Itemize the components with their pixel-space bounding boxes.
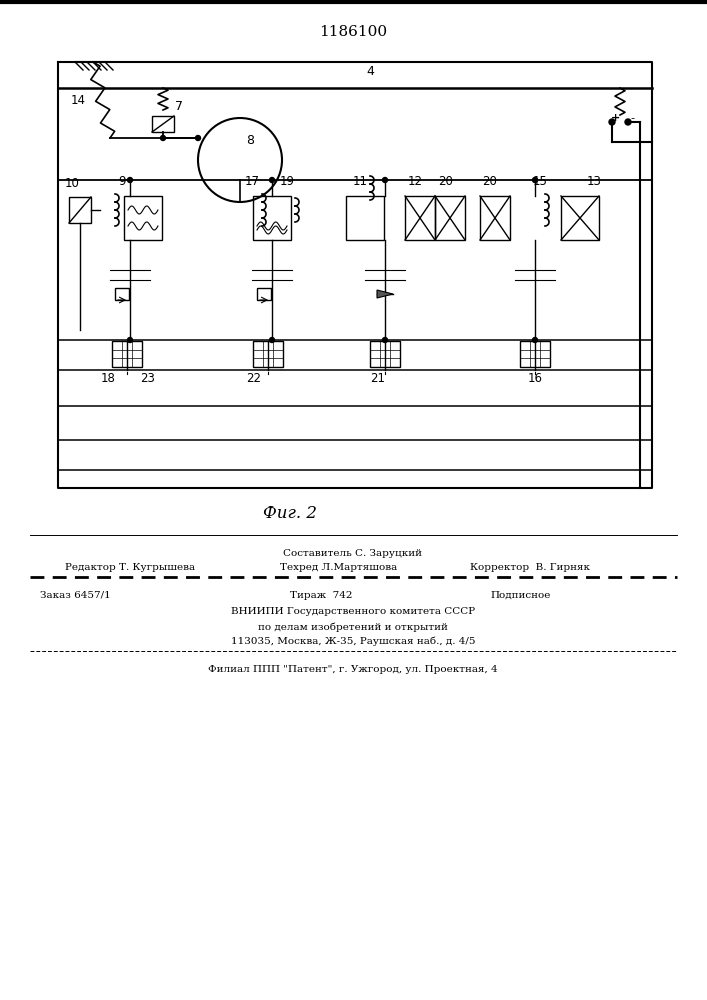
- Text: Филиал ППП "Патент", г. Ужгород, ул. Проектная, 4: Филиал ППП "Патент", г. Ужгород, ул. Про…: [208, 665, 498, 674]
- Circle shape: [382, 178, 387, 182]
- Polygon shape: [377, 290, 393, 298]
- Circle shape: [625, 119, 631, 125]
- Bar: [69, 197, 91, 223]
- Text: Заказ 6457/1: Заказ 6457/1: [40, 591, 111, 600]
- Text: Фиг. 2: Фиг. 2: [263, 505, 317, 522]
- Bar: [370, 341, 400, 367]
- Text: 11: 11: [353, 175, 368, 188]
- Text: +: +: [612, 113, 621, 123]
- Text: 21: 21: [370, 372, 385, 385]
- Bar: [480, 196, 510, 240]
- Bar: [152, 116, 174, 132]
- Text: по делам изобретений и открытий: по делам изобретений и открытий: [258, 622, 448, 632]
- Text: Техред Л.Мартяшова: Техред Л.Мартяшова: [280, 563, 397, 572]
- Text: 18: 18: [100, 372, 115, 385]
- Text: 23: 23: [141, 372, 156, 385]
- Text: 1186100: 1186100: [319, 25, 387, 39]
- Circle shape: [269, 338, 274, 342]
- Text: Подписное: Подписное: [490, 591, 550, 600]
- Text: 20: 20: [438, 175, 453, 188]
- Text: Составитель С. Заруцкий: Составитель С. Заруцкий: [284, 549, 423, 558]
- Bar: [257, 288, 271, 300]
- Bar: [112, 341, 142, 367]
- Bar: [520, 341, 550, 367]
- Text: 20: 20: [483, 175, 498, 188]
- Text: 113035, Москва, Ж-35, Раушская наб., д. 4/5: 113035, Москва, Ж-35, Раушская наб., д. …: [230, 637, 475, 647]
- Text: -: -: [630, 113, 634, 123]
- Text: 4: 4: [366, 65, 374, 78]
- Circle shape: [609, 119, 615, 125]
- Circle shape: [382, 338, 387, 342]
- Text: 9: 9: [118, 175, 126, 188]
- Text: ВНИИПИ Государственного комитета СССР: ВНИИПИ Государственного комитета СССР: [231, 607, 475, 616]
- Text: Редактор Т. Кугрышева: Редактор Т. Кугрышева: [65, 563, 195, 572]
- Circle shape: [127, 338, 132, 342]
- Circle shape: [160, 135, 165, 140]
- Bar: [405, 196, 435, 240]
- Text: 19: 19: [280, 175, 295, 188]
- Bar: [124, 196, 162, 240]
- Text: 14: 14: [71, 94, 86, 106]
- Text: Корректор  В. Гирняк: Корректор В. Гирняк: [470, 563, 590, 572]
- Circle shape: [269, 178, 274, 182]
- Text: 7: 7: [175, 101, 183, 113]
- Text: 15: 15: [532, 175, 547, 188]
- Bar: [253, 196, 291, 240]
- Text: 22: 22: [247, 372, 262, 385]
- Text: 16: 16: [527, 372, 542, 385]
- Bar: [253, 341, 283, 367]
- Text: 8: 8: [246, 133, 254, 146]
- Text: 12: 12: [407, 175, 423, 188]
- Bar: [346, 196, 384, 240]
- Text: 10: 10: [64, 177, 79, 190]
- Circle shape: [127, 178, 132, 182]
- Circle shape: [196, 135, 201, 140]
- Text: 13: 13: [587, 175, 602, 188]
- Text: Тираж  742: Тираж 742: [290, 591, 353, 600]
- Bar: [115, 288, 129, 300]
- Bar: [561, 196, 599, 240]
- Bar: [435, 196, 465, 240]
- Circle shape: [532, 178, 537, 182]
- Circle shape: [532, 338, 537, 342]
- Text: 17: 17: [245, 175, 259, 188]
